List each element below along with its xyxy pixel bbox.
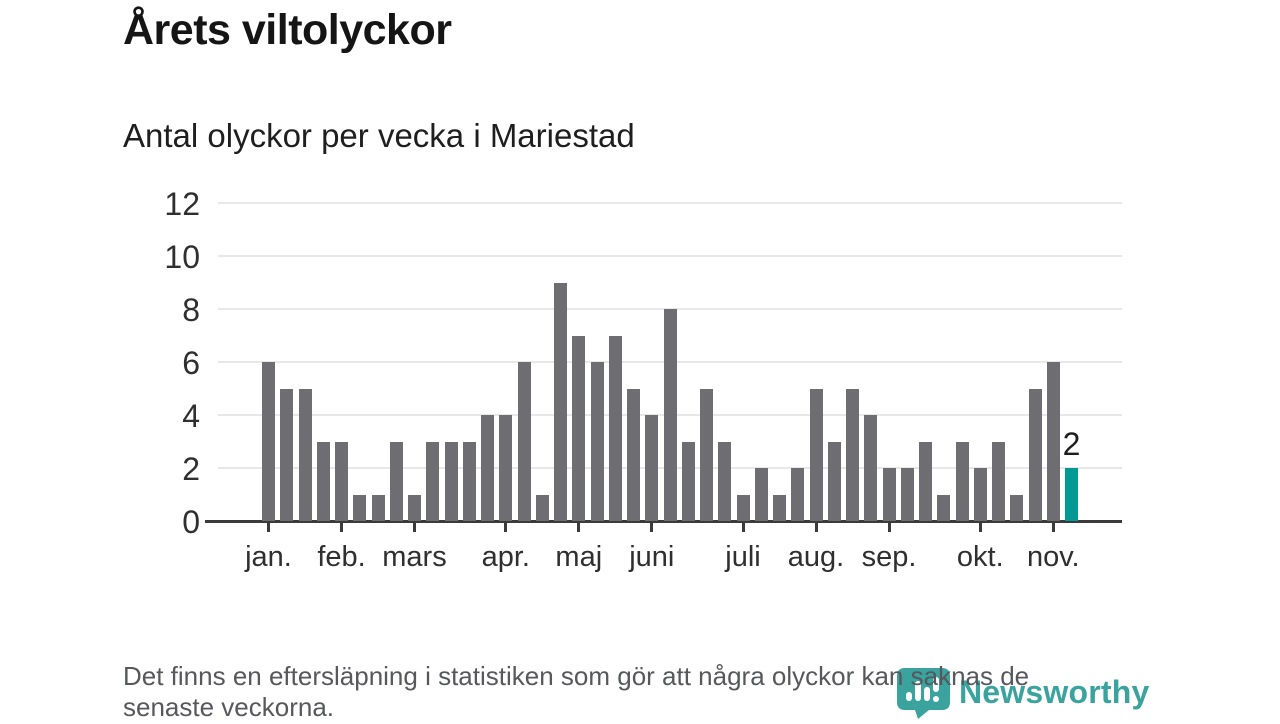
bar [700, 388, 713, 521]
x-axis-tick [1051, 523, 1055, 532]
y-axis-tick-label: 2 [182, 451, 200, 487]
bar [919, 441, 932, 521]
bar [937, 494, 951, 521]
chart-title: Årets viltolyckor [123, 6, 452, 54]
footnote: Det finns en eftersläpning i statistiken… [123, 661, 1029, 723]
bar [462, 441, 476, 521]
bar [481, 415, 494, 521]
bar [608, 335, 622, 521]
x-axis-label: juli [725, 541, 761, 573]
bar [590, 362, 604, 521]
x-axis-label: juni [629, 541, 675, 573]
bar [335, 441, 348, 521]
plot-area: 2 jan. feb. mars apr. maj juni juli aug. sep. okt.… [205, 202, 1122, 573]
bar [389, 441, 403, 521]
bar [718, 441, 732, 521]
y-axis-tick-label: 12 [164, 186, 200, 222]
x-axis-tick [413, 523, 416, 532]
bar [809, 388, 823, 521]
bar [1046, 362, 1060, 521]
bar [791, 468, 805, 521]
x-axis-label: nov. [1026, 541, 1080, 573]
bar [754, 468, 768, 521]
bar [262, 362, 275, 521]
bar [645, 415, 659, 521]
bar [316, 441, 330, 521]
bar [298, 388, 312, 521]
chart-subtitle: Antal olyckor per vecka i Mariestad [123, 117, 635, 154]
bar [663, 309, 677, 521]
bar [280, 388, 294, 521]
bar [864, 415, 878, 521]
bar [499, 415, 513, 521]
bar [900, 468, 914, 521]
x-axis-label: maj [555, 541, 603, 573]
y-axis-tick-label: 6 [182, 345, 200, 381]
x-axis-label: aug. [787, 541, 845, 573]
bar [955, 441, 969, 521]
bar [736, 494, 750, 521]
y-axis-tick-label: 4 [182, 398, 200, 434]
x-axis-tick [741, 523, 745, 532]
gridline [218, 202, 1122, 204]
footnote-line: Det finns en eftersläpning i statistiken… [123, 661, 1030, 691]
y-axis-tick-label: 0 [182, 504, 200, 540]
x-axis-label: mars [382, 541, 447, 573]
bar [572, 335, 586, 521]
x-axis-tick [340, 523, 343, 532]
bar [517, 362, 531, 521]
x-axis-tick [978, 523, 982, 532]
x-axis-tick [504, 523, 508, 532]
y-axis-tick-label: 10 [164, 239, 200, 275]
bar [681, 441, 695, 521]
bar [1028, 388, 1042, 521]
highlighted-bar [1065, 468, 1078, 521]
bar [846, 388, 859, 521]
x-axis-line [205, 520, 1122, 523]
bar [353, 494, 367, 521]
bar [535, 494, 549, 521]
bar [973, 468, 987, 521]
x-axis-label: feb. [317, 541, 366, 573]
bar [1010, 494, 1024, 521]
x-axis-label: okt. [956, 541, 1004, 573]
bar [992, 441, 1005, 521]
newsworthy-pin-barchart-icon [897, 668, 950, 724]
newsworthy-logo: Newsworthy [897, 668, 1149, 724]
x-axis-tick [814, 523, 818, 532]
x-axis-label: sep. [861, 541, 917, 573]
x-axis-label: apr. [481, 541, 530, 573]
x-axis-tick [267, 523, 270, 532]
bar [773, 494, 786, 521]
bar [426, 441, 440, 521]
bar [627, 388, 640, 521]
x-axis-tick [650, 523, 654, 532]
bar [444, 441, 458, 521]
newsworthy-logo-text: Newsworthy [959, 674, 1150, 710]
bar [408, 494, 421, 521]
x-axis-label: jan. [245, 541, 292, 573]
y-axis-labels: 0 2 4 6 8 10 12 [120, 188, 200, 538]
gridline [218, 255, 1122, 257]
x-axis-tick [887, 523, 891, 532]
bar [554, 282, 567, 521]
bar [882, 468, 896, 521]
bar-value-label: 2 [1062, 426, 1081, 462]
bar [371, 494, 385, 521]
bar [827, 441, 841, 521]
y-axis-tick-label: 8 [182, 292, 200, 328]
x-axis-tick [577, 523, 581, 532]
footnote-line: senaste veckorna. [123, 692, 335, 722]
